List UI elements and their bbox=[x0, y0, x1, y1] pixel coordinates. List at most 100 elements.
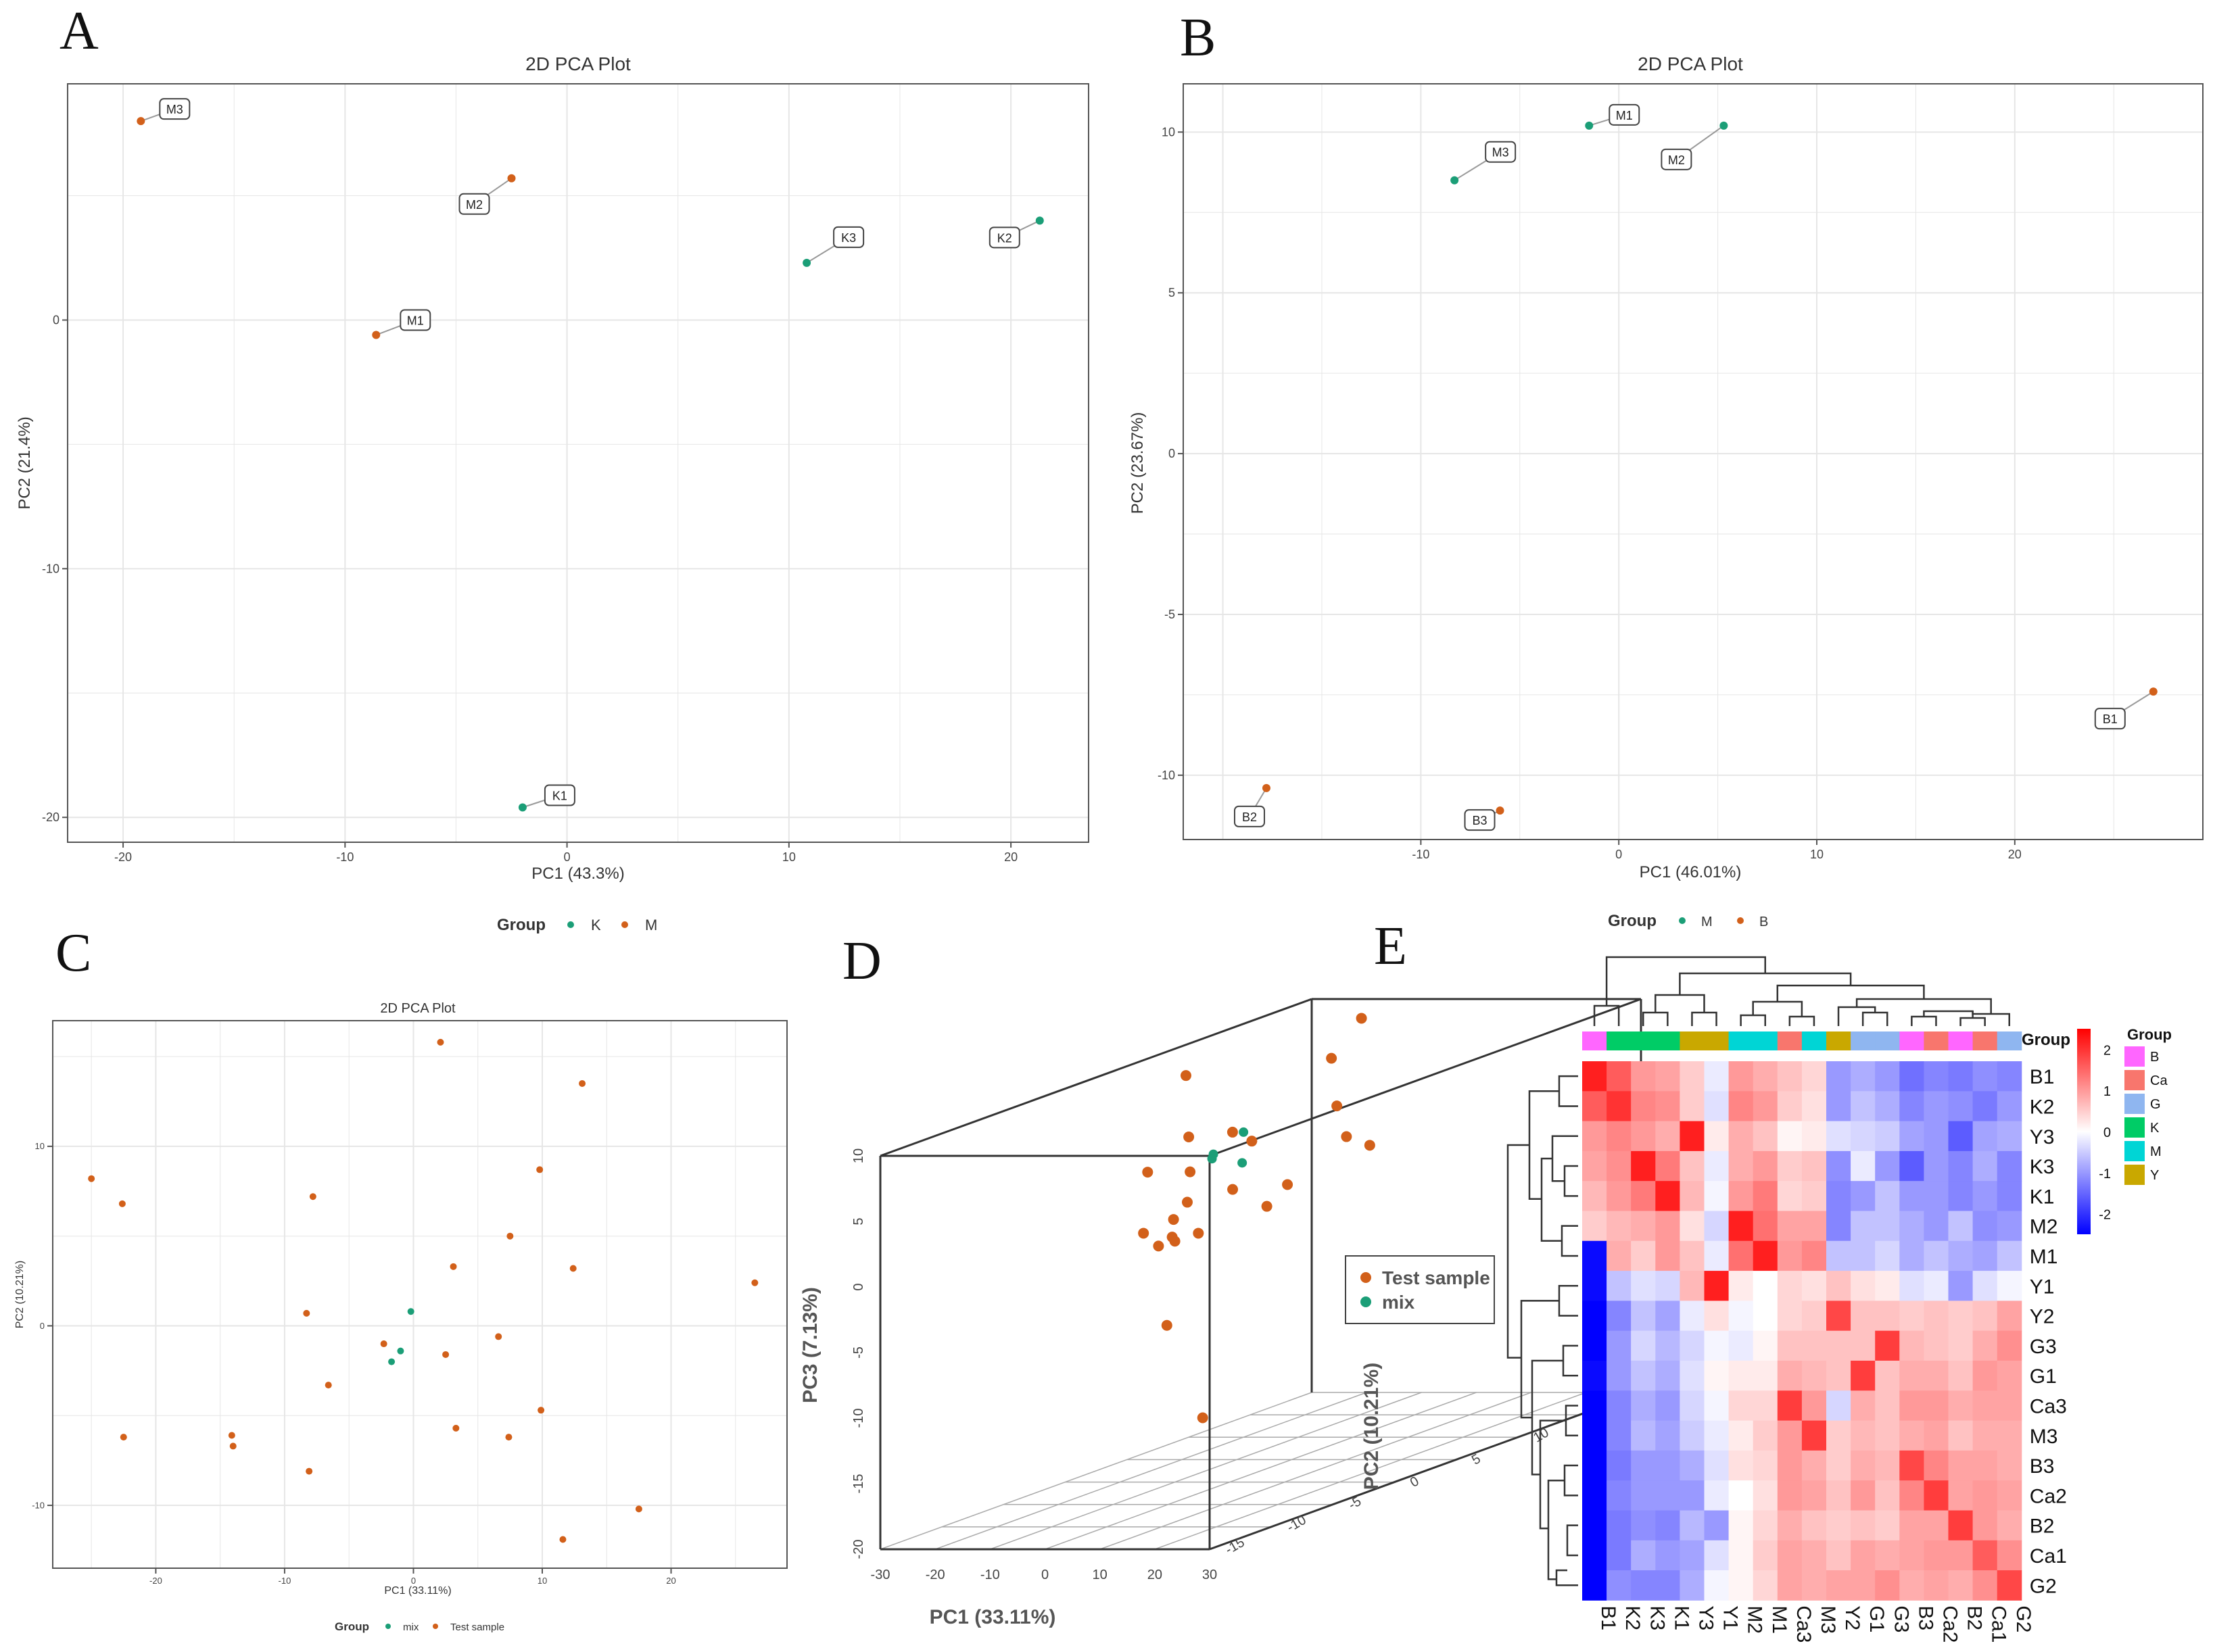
legend-c: Group mix Test sample bbox=[335, 1620, 504, 1633]
heatmap-cell bbox=[1777, 1510, 1803, 1541]
heatmap-cell bbox=[1875, 1450, 1900, 1481]
heatmap-cell bbox=[1655, 1570, 1680, 1601]
points-a: M3 M2 M1 K3 K2 K1 bbox=[137, 98, 1044, 812]
heatmap-cell bbox=[1607, 1301, 1632, 1332]
y-tick-label: -5 bbox=[1346, 1494, 1364, 1513]
heatmap-cell bbox=[1582, 1570, 1607, 1601]
heatmap-cell bbox=[1631, 1211, 1656, 1242]
row-label: Ca1 bbox=[2030, 1545, 2067, 1568]
group-annotation-bar bbox=[1582, 1031, 2022, 1050]
test-sample-point bbox=[538, 1407, 545, 1414]
heatmap-cell bbox=[1582, 1420, 1607, 1451]
test-sample-point bbox=[569, 1265, 577, 1272]
data-point bbox=[2149, 687, 2158, 696]
heatmap-cell bbox=[1899, 1450, 1924, 1481]
heatmap-cell bbox=[1899, 1570, 1924, 1601]
box-edge bbox=[880, 998, 1312, 1157]
heatmap-cell bbox=[1924, 1390, 1949, 1422]
heatmap-cell bbox=[1753, 1480, 1778, 1511]
heatmap-cell bbox=[1680, 1361, 1705, 1391]
test-sample-point bbox=[1364, 1140, 1375, 1151]
heatmap-cell bbox=[1948, 1301, 1974, 1332]
group-legend-label: Y bbox=[2150, 1168, 2159, 1183]
dendrogram-link bbox=[1959, 1017, 1986, 1026]
heatmap-cell bbox=[1826, 1480, 1851, 1511]
legend-marker-test-d bbox=[1360, 1272, 1371, 1283]
group-legend-title: Group bbox=[2127, 1026, 2172, 1043]
dendrogram-link bbox=[1752, 1000, 1803, 1017]
z-tick-label: 10 bbox=[851, 1148, 866, 1163]
x-axis-label-c: PC1 (33.11%) bbox=[384, 1585, 451, 1597]
heatmap-cell bbox=[1631, 1361, 1656, 1391]
heatmap-cell bbox=[1582, 1121, 1607, 1152]
heatmap-cell bbox=[1631, 1150, 1656, 1182]
test-sample-point bbox=[1181, 1196, 1193, 1208]
panel-b: B 2D PCA Plot -10 0 10 20 -10 -5 0 5 10 M1 M2 M3 B1… bbox=[1128, 8, 2204, 930]
dendrogram-link bbox=[1655, 994, 1705, 1013]
heatmap-cell bbox=[1801, 1121, 1827, 1152]
data-point bbox=[803, 258, 811, 267]
group-bar-cell bbox=[1655, 1031, 1680, 1050]
plot-frame-c bbox=[52, 1020, 788, 1569]
column-label: Y2 bbox=[1841, 1605, 1863, 1630]
heatmap-cell bbox=[1728, 1121, 1754, 1152]
row-label: Ca3 bbox=[2030, 1395, 2067, 1417]
heatmap-cell bbox=[1680, 1330, 1705, 1361]
heatmap-cell bbox=[1826, 1450, 1851, 1481]
heatmap-cell bbox=[1728, 1420, 1754, 1451]
color-scale-tick-label: 1 bbox=[2103, 1084, 2111, 1099]
heatmap-cell bbox=[1680, 1540, 1705, 1571]
legend-label-k: K bbox=[591, 917, 601, 933]
heatmap-cell bbox=[1826, 1240, 1851, 1271]
heatmap-cell bbox=[1777, 1570, 1803, 1601]
heatmap-cell bbox=[1851, 1450, 1876, 1481]
column-label: M2 bbox=[1744, 1605, 1766, 1634]
heatmap-cell bbox=[1753, 1150, 1778, 1182]
heatmap-cell bbox=[1777, 1420, 1803, 1451]
heatmap-cell bbox=[1997, 1570, 2022, 1601]
heatmap-cell bbox=[1924, 1540, 1949, 1571]
heatmap-cell bbox=[1851, 1510, 1876, 1541]
heatmap-cell bbox=[1997, 1540, 2022, 1571]
heatmap-cell bbox=[1607, 1181, 1632, 1211]
heatmap-cell bbox=[1972, 1450, 1998, 1481]
heatmap-cell bbox=[1972, 1181, 1998, 1211]
heatmap-cell bbox=[1899, 1121, 1924, 1152]
test-sample-point bbox=[452, 1424, 460, 1432]
legend-label-mix-c: mix bbox=[403, 1622, 419, 1633]
y-tick-label: -10 bbox=[1158, 769, 1175, 782]
legend-title-a: Group bbox=[497, 916, 546, 934]
heatmap-cell bbox=[1924, 1450, 1949, 1481]
dendrogram-link bbox=[1520, 1300, 1559, 1419]
column-label: M1 bbox=[1768, 1605, 1790, 1634]
box-edge bbox=[1209, 1391, 1642, 1551]
heatmap-cell bbox=[1680, 1301, 1705, 1332]
test-sample-point bbox=[495, 1333, 502, 1340]
group-legend-swatch bbox=[2124, 1094, 2145, 1114]
y-tick-label: 0 bbox=[1408, 1474, 1422, 1490]
group-bar-cell bbox=[1899, 1031, 1924, 1050]
test-sample-point bbox=[380, 1340, 387, 1348]
legend-box-d bbox=[1345, 1255, 1495, 1324]
x-tick-label: 10 bbox=[782, 850, 796, 864]
x-tick-label: 10 bbox=[538, 1576, 547, 1586]
row-label: M3 bbox=[2030, 1426, 2058, 1448]
z-tick-label: -20 bbox=[851, 1540, 866, 1559]
heatmap-cell bbox=[1680, 1570, 1705, 1601]
color-scale-tick-label: -1 bbox=[2099, 1167, 2111, 1182]
heatmap-cell bbox=[1607, 1061, 1632, 1092]
test-sample-point bbox=[559, 1536, 567, 1543]
heatmap-cell bbox=[1631, 1091, 1656, 1122]
y-tick-label: -15 bbox=[1223, 1535, 1247, 1558]
point-label: M3 bbox=[166, 103, 183, 116]
test-sample-point bbox=[1197, 1412, 1208, 1424]
heatmap-cell bbox=[1777, 1540, 1803, 1571]
heatmap-cell bbox=[1997, 1420, 2022, 1451]
dendrogram-link bbox=[1566, 1524, 1578, 1557]
data-point bbox=[1035, 216, 1044, 225]
heatmap-cell bbox=[1972, 1390, 1998, 1422]
group-legend-label: Ca bbox=[2150, 1073, 2168, 1088]
panel-letter-e: E bbox=[1374, 917, 1407, 976]
heatmap-cell bbox=[1851, 1150, 1876, 1182]
row-label: M2 bbox=[2030, 1216, 2058, 1238]
